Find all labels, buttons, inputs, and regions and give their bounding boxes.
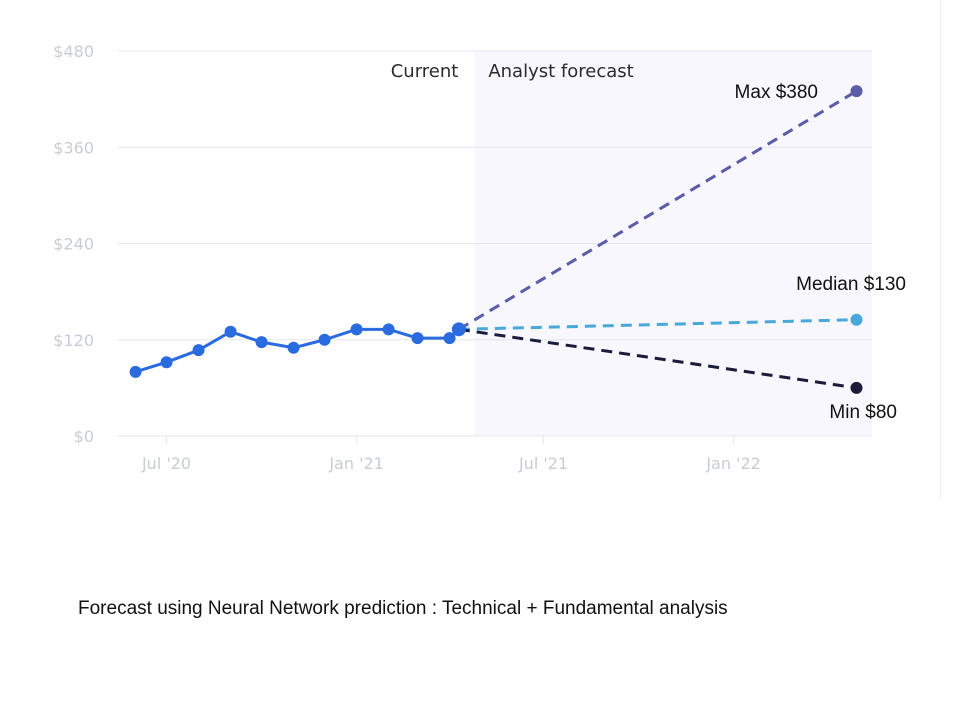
x-tick-label: Jul '21	[518, 454, 568, 473]
history-point	[160, 356, 173, 369]
x-tick-label: Jan '22	[705, 454, 761, 473]
x-tick-label: Jul '20	[141, 454, 191, 473]
forecast-endpoint	[850, 313, 863, 326]
history-point	[411, 332, 424, 345]
median-label: Median $130	[796, 274, 906, 295]
x-tick-label: Jan '21	[328, 454, 384, 473]
chart: $480 $360 $240 $120 $0 Jul '20 Jan '21 Jul '21 J…	[53, 42, 906, 473]
chart-caption: Forecast using Neural Network prediction…	[78, 598, 728, 619]
right-edge-divider	[940, 0, 941, 500]
forecast-line	[458, 89, 858, 331]
history-point	[318, 333, 331, 346]
forecast-endpoint	[850, 381, 863, 394]
period-label-forecast: Analyst forecast	[488, 61, 633, 82]
y-tick-label: $360	[53, 138, 94, 157]
y-tick-label: $480	[53, 42, 94, 61]
history-point	[350, 323, 363, 336]
min-label: Min $80	[829, 402, 897, 423]
forecast-line	[458, 318, 857, 331]
history-point	[443, 332, 456, 345]
y-tick-label: $120	[53, 331, 94, 350]
history-point	[224, 325, 237, 338]
history-point	[192, 344, 205, 357]
forecast-line	[458, 327, 857, 390]
max-label: Max $380	[735, 82, 818, 103]
history-point	[129, 365, 142, 378]
history-point	[451, 322, 466, 337]
history-point	[255, 336, 268, 349]
y-tick-label: $0	[74, 427, 94, 446]
forecast-endpoint	[850, 85, 863, 98]
history-point	[287, 341, 300, 354]
period-label-current: Current	[391, 61, 459, 82]
y-tick-label: $240	[53, 235, 94, 254]
history-point	[382, 323, 395, 336]
